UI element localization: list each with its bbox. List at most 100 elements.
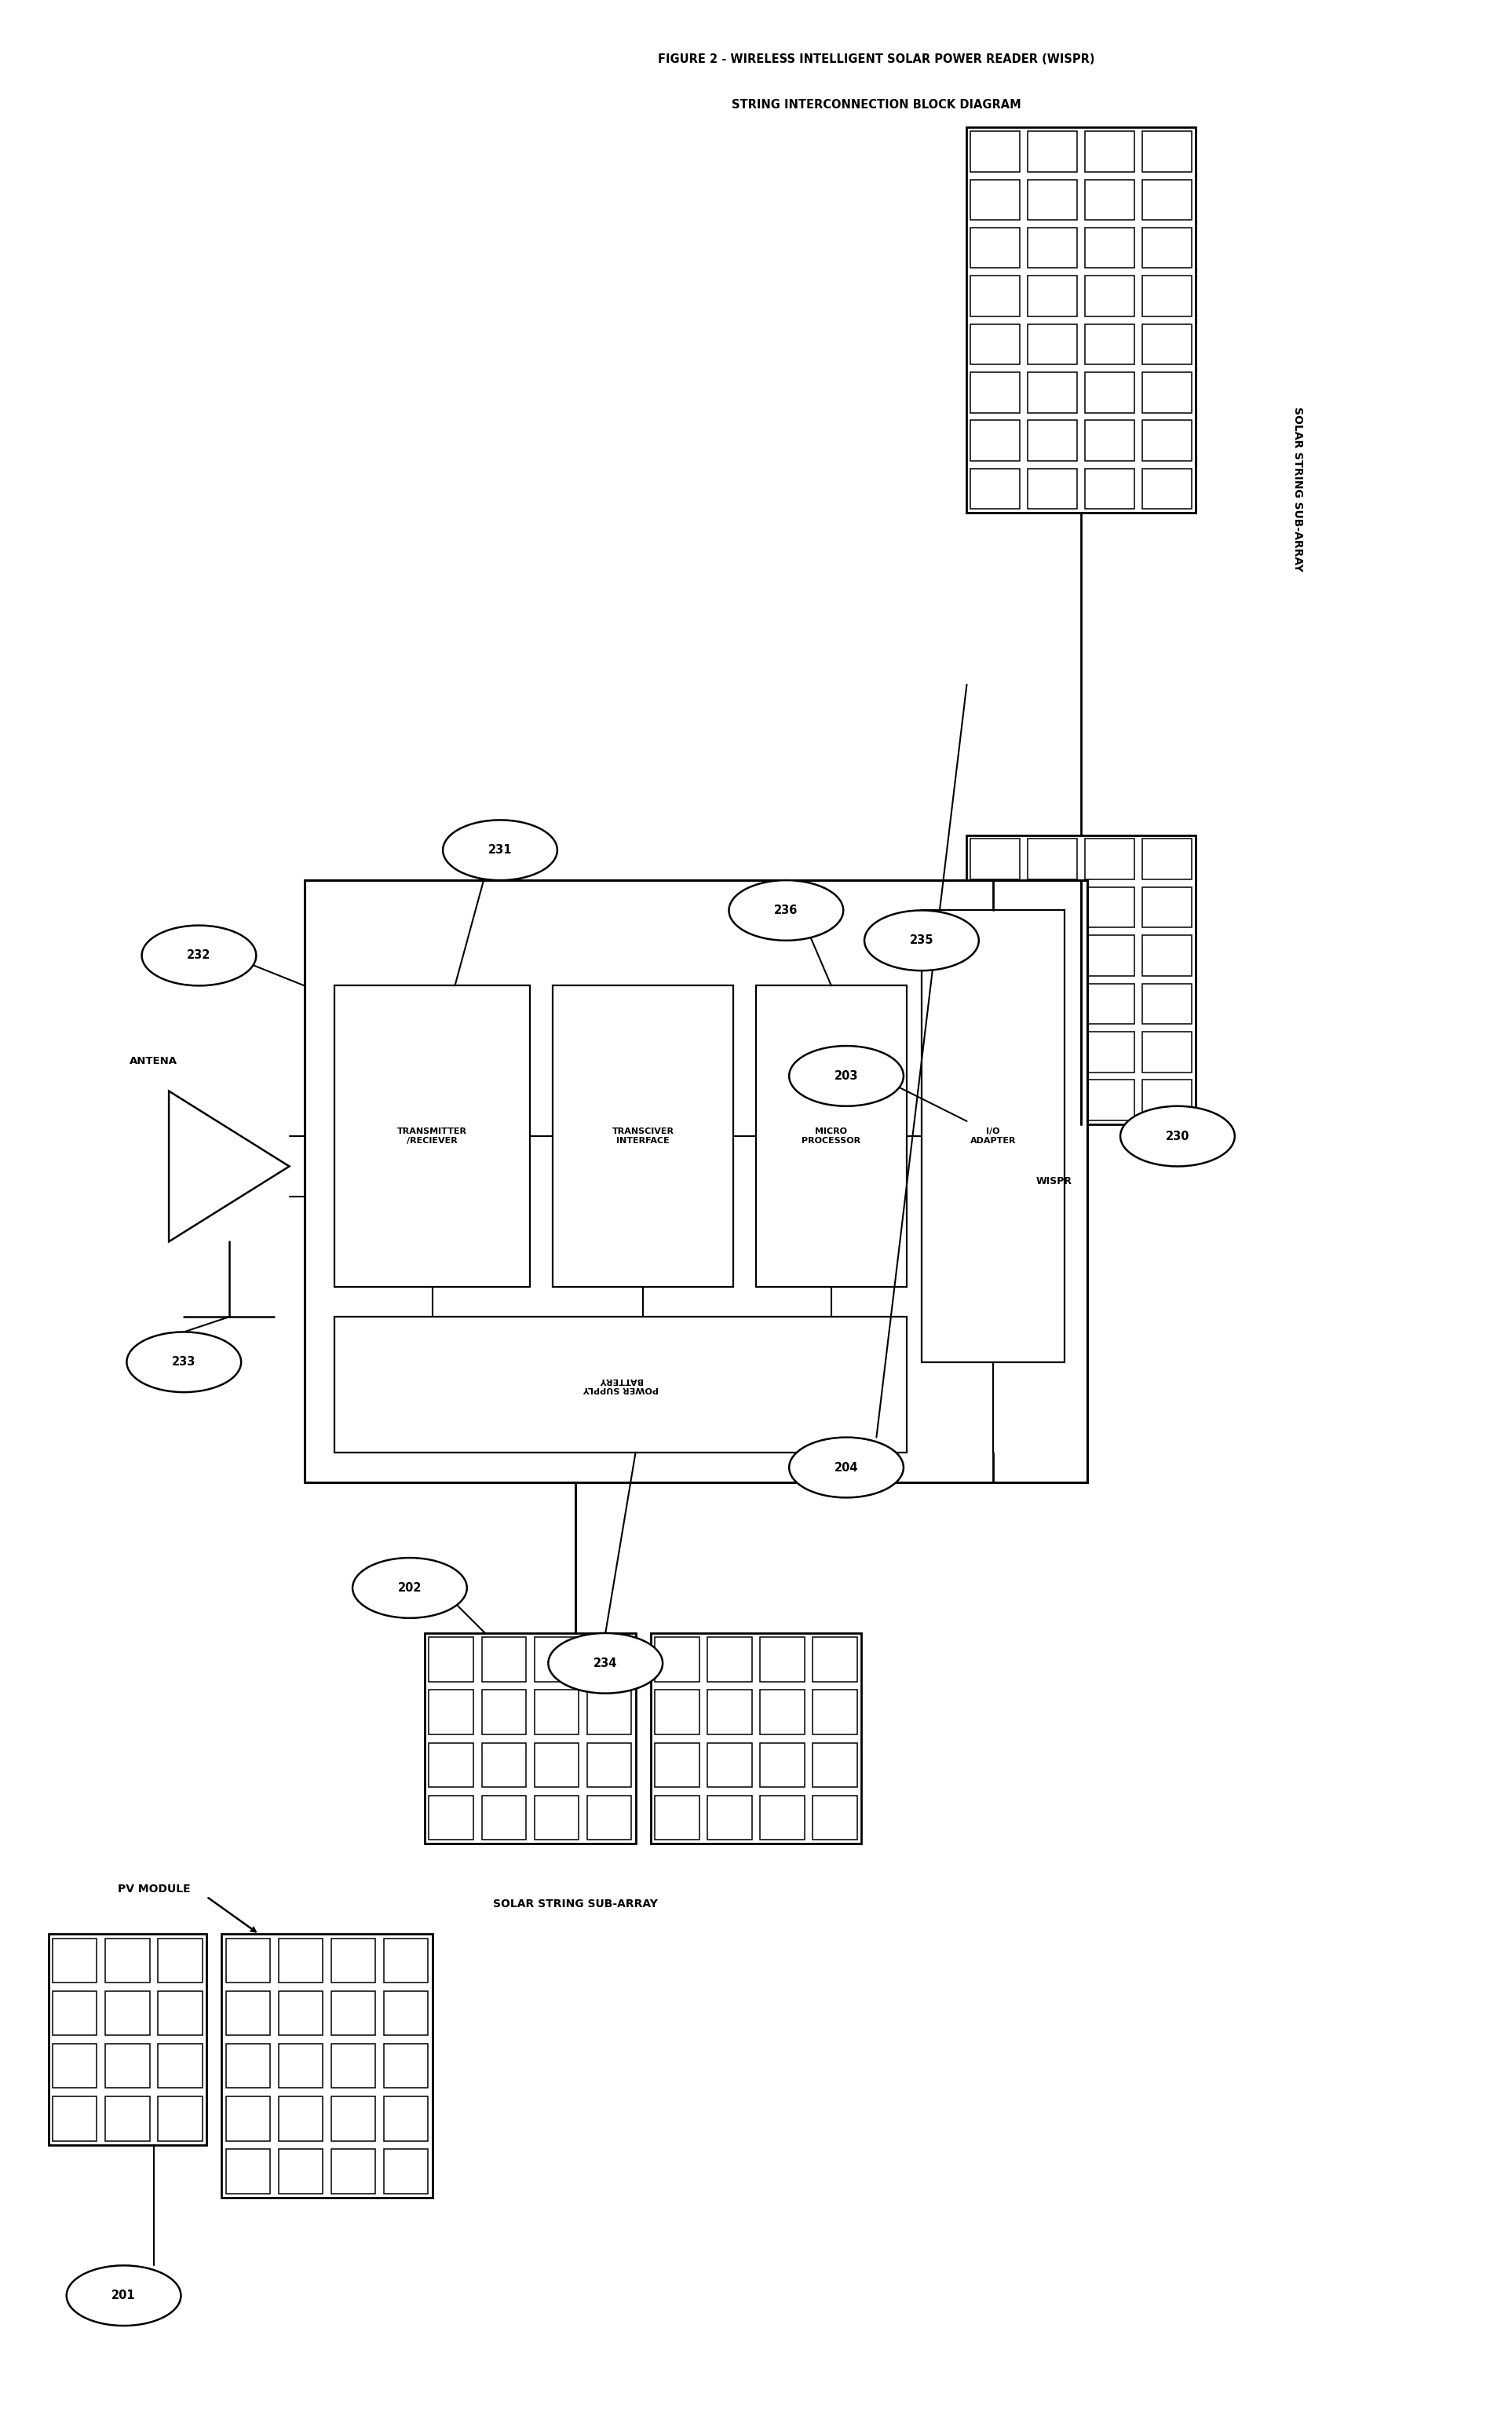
Ellipse shape: [789, 1437, 904, 1497]
Bar: [331, 1938, 375, 1982]
Bar: [106, 1992, 150, 2035]
Bar: [159, 2096, 203, 2142]
Bar: [1142, 838, 1191, 880]
Ellipse shape: [443, 819, 558, 880]
Bar: [655, 1795, 699, 1839]
Bar: [429, 1795, 473, 1839]
Bar: [971, 935, 1021, 976]
Bar: [106, 2045, 150, 2089]
Ellipse shape: [352, 1558, 467, 1619]
Bar: [971, 838, 1021, 880]
Text: 203: 203: [835, 1071, 859, 1083]
Bar: [225, 1992, 271, 2035]
Text: 204: 204: [835, 1461, 859, 1473]
Bar: [278, 1992, 322, 2035]
Bar: [1142, 228, 1191, 269]
Text: SOLAR STRING SUB-ARRAY: SOLAR STRING SUB-ARRAY: [1293, 407, 1303, 572]
Bar: [1086, 935, 1134, 976]
Bar: [225, 2149, 271, 2193]
Bar: [384, 2045, 428, 2089]
Text: 234: 234: [594, 1657, 617, 1669]
Bar: [1086, 887, 1134, 928]
Bar: [384, 2096, 428, 2142]
Bar: [761, 1638, 804, 1682]
Bar: [1142, 419, 1191, 460]
Bar: [1028, 276, 1078, 317]
Bar: [756, 986, 907, 1287]
Bar: [1142, 1032, 1191, 1071]
Bar: [225, 2045, 271, 2089]
Bar: [971, 419, 1021, 460]
Bar: [53, 1992, 97, 2035]
Bar: [331, 2149, 375, 2193]
Bar: [1028, 838, 1078, 880]
Bar: [971, 179, 1021, 220]
Text: I/O
ADAPTER: I/O ADAPTER: [971, 1127, 1016, 1144]
Bar: [384, 2149, 428, 2193]
Bar: [971, 228, 1021, 269]
Bar: [971, 887, 1021, 928]
Ellipse shape: [67, 2266, 181, 2326]
Bar: [655, 1742, 699, 1788]
Text: ANTENA: ANTENA: [130, 1056, 178, 1066]
Bar: [429, 1742, 473, 1788]
Bar: [971, 468, 1021, 509]
Bar: [534, 1742, 579, 1788]
Bar: [1142, 325, 1191, 363]
Bar: [971, 373, 1021, 412]
Bar: [650, 1633, 862, 1844]
Bar: [813, 1742, 857, 1788]
Bar: [331, 2045, 375, 2089]
Bar: [922, 911, 1064, 1362]
Bar: [225, 1938, 271, 1982]
Bar: [1142, 468, 1191, 509]
Text: 233: 233: [172, 1357, 197, 1369]
Bar: [1028, 935, 1078, 976]
Bar: [1028, 1081, 1078, 1119]
Bar: [813, 1689, 857, 1735]
Bar: [159, 1938, 203, 1982]
Ellipse shape: [729, 880, 844, 940]
Bar: [482, 1689, 526, 1735]
Bar: [966, 128, 1196, 514]
Bar: [425, 1633, 635, 1844]
Bar: [1142, 887, 1191, 928]
Bar: [1028, 419, 1078, 460]
Bar: [655, 1638, 699, 1682]
Text: POWER SUPPLY
BATTERY: POWER SUPPLY BATTERY: [582, 1376, 658, 1393]
Bar: [1086, 179, 1134, 220]
Ellipse shape: [142, 926, 256, 986]
Bar: [1142, 1081, 1191, 1119]
Text: FIGURE 2 - WIRELESS INTELLIGENT SOLAR POWER READER (WISPR): FIGURE 2 - WIRELESS INTELLIGENT SOLAR PO…: [658, 53, 1095, 65]
Bar: [966, 836, 1196, 1124]
Bar: [334, 986, 531, 1287]
Ellipse shape: [865, 911, 978, 972]
Bar: [429, 1689, 473, 1735]
Bar: [48, 1934, 207, 2144]
Bar: [1086, 131, 1134, 172]
Bar: [761, 1742, 804, 1788]
Bar: [813, 1638, 857, 1682]
Bar: [587, 1742, 632, 1788]
Text: SOLAR STRING SUB-ARRAY: SOLAR STRING SUB-ARRAY: [493, 1900, 658, 1909]
Text: TRANSMITTER
/RECIEVER: TRANSMITTER /RECIEVER: [398, 1127, 467, 1144]
Bar: [159, 1992, 203, 2035]
Bar: [587, 1638, 632, 1682]
Bar: [53, 2045, 97, 2089]
Bar: [278, 2149, 322, 2193]
Bar: [331, 2096, 375, 2142]
Bar: [813, 1795, 857, 1839]
Bar: [334, 1316, 907, 1451]
Bar: [1028, 228, 1078, 269]
Bar: [971, 1032, 1021, 1071]
Bar: [222, 1934, 432, 2198]
Bar: [553, 986, 733, 1287]
Text: 236: 236: [774, 904, 798, 916]
Text: 232: 232: [187, 950, 210, 962]
Ellipse shape: [789, 1047, 904, 1107]
Bar: [587, 1689, 632, 1735]
Text: MICRO
PROCESSOR: MICRO PROCESSOR: [801, 1127, 860, 1144]
Bar: [1086, 419, 1134, 460]
Bar: [708, 1795, 751, 1839]
Text: 231: 231: [488, 843, 513, 855]
